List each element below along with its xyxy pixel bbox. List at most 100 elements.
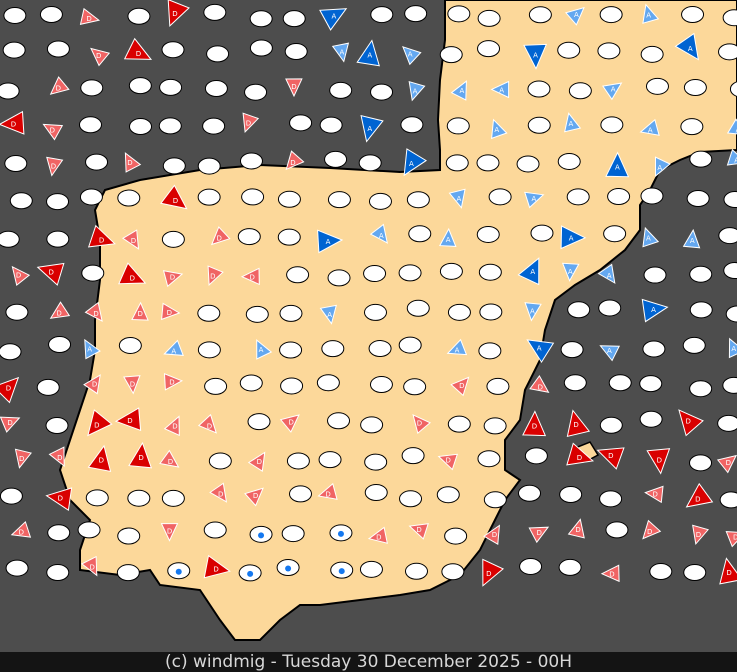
wind-marker-letter: A [574,11,579,19]
calm-station-icon [249,39,273,57]
calm-station-icon [598,299,622,317]
wind-marker-letter: A [459,87,464,95]
calm-station-icon [642,340,666,358]
wind-arrow-icon [725,531,737,548]
wind-arrow-icon [674,32,699,61]
footer-caption: (c) windmig - Tuesday 30 December 2025 -… [0,652,737,672]
calm-station-icon [79,188,103,206]
wind-marker-letter: D [653,491,658,499]
wind-arrow-icon [46,156,64,177]
wind-arrow-icon [644,485,664,504]
wind-marker-letter: A [569,120,574,128]
wind-marker-letter: A [457,195,462,203]
calm-station-icon [204,377,228,395]
wind-arrow-icon [84,301,103,322]
wind-marker-letter: A [379,232,384,240]
calm-station-icon [681,6,705,24]
wind-arrow-icon [285,150,305,171]
wind-marker-letter: A [657,164,662,172]
calm-station-icon [368,340,392,358]
wind-marker-letter: D [96,52,101,60]
calm-station-icon [406,191,430,209]
wind-arrow-icon [42,123,64,141]
wind-marker-letter: D [726,459,731,467]
wind-arrow-icon [79,7,101,25]
wind-arrow-icon [605,151,630,178]
wind-marker-letter: A [734,157,737,165]
wind-marker-letter: D [577,454,582,462]
calm-station-icon [46,40,70,58]
wind-arrow-icon [483,524,500,546]
wind-arrow-icon [83,374,101,395]
wind-marker-letter: D [136,50,141,58]
calm-station-icon [289,485,313,503]
calm-station-icon [436,486,460,504]
calm-station-icon [78,116,102,134]
calm-station-icon [558,558,582,576]
calm-station-icon [447,303,471,321]
calm-station-icon [599,6,623,24]
wind-marker-letter: D [51,163,56,171]
wind-arrow-icon [242,112,260,134]
calm-station-icon [404,562,428,580]
calm-station-icon [329,81,353,99]
calm-station-icon [239,374,263,392]
calm-station-icon [316,374,340,392]
wind-arrow-icon [529,374,550,393]
wind-marker-letter: D [492,531,497,539]
calm-station-icon [277,228,301,246]
wind-marker-letter: D [532,422,537,430]
calm-station-icon [403,378,427,396]
wind-arrow-icon [564,112,582,133]
wind-arrow-icon [528,526,550,544]
calm-station-icon [127,489,151,507]
wind-marker-letter: D [90,564,95,572]
calm-station-icon [48,336,72,354]
wind-arrow-icon [524,302,542,322]
calm-station-icon [85,489,109,507]
wind-marker-letter: A [530,307,535,315]
wind-marker-letter: D [257,458,262,466]
wind-marker-letter: D [695,496,700,504]
calm-station-icon [286,452,310,470]
calm-station-icon [9,192,33,210]
calm-station-icon [689,301,713,319]
rain-drop-icon [258,532,265,539]
calm-station-icon [605,521,629,539]
wind-arrow-icon [128,441,153,469]
rain-drop-icon [247,570,254,577]
wind-arrow-icon [162,270,184,288]
calm-station-icon [406,299,430,317]
wind-arrow-icon [124,152,142,173]
wind-arrow-icon [279,414,300,433]
calm-station-icon [477,450,501,468]
calm-station-icon [483,417,507,435]
wind-arrow-icon [131,301,149,321]
wind-arrow-icon [642,3,660,24]
wind-marker-letter: D [290,159,295,167]
calm-station-icon [527,80,551,98]
wind-marker-letter: D [167,528,172,536]
wind-marker-letter: A [446,236,451,244]
calm-station-icon [404,5,428,23]
wind-marker-letter: A [648,126,653,134]
calm-station-icon [279,341,303,359]
wind-marker-letter: D [733,533,737,541]
wind-arrow-icon [123,375,141,395]
wind-marker-letter: D [56,310,61,318]
calm-station-icon [447,415,471,433]
wind-arrow-icon [446,338,468,356]
wind-marker-letter: D [417,420,422,428]
calm-station-icon [683,79,707,97]
wind-marker-letter: D [170,274,175,282]
wind-arrow-icon [167,0,190,27]
calm-station-icon [519,557,543,575]
calm-station-icon [689,150,713,168]
calm-station-icon [444,527,468,545]
wind-arrow-icon [209,482,228,503]
calm-station-icon [476,225,500,243]
calm-station-icon [401,447,425,465]
wind-marker-letter: D [92,380,97,388]
wind-marker-letter: D [19,455,24,463]
